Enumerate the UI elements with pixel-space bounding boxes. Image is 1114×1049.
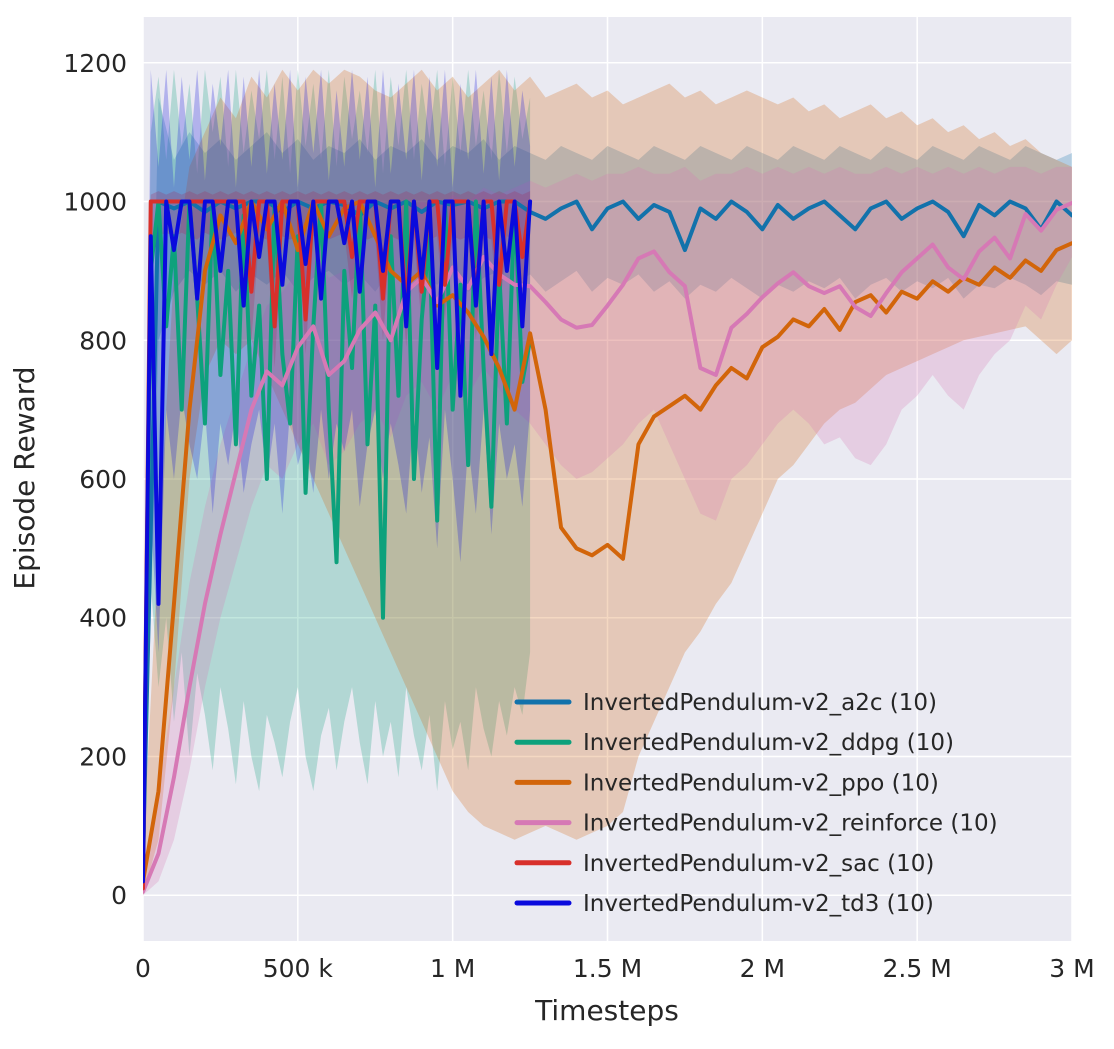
grid-lines <box>142 17 1073 941</box>
x-tick-label: 2 M <box>740 954 785 983</box>
legend-label-InvertedPendulum-v2_a2c (10): InvertedPendulum-v2_a2c (10) <box>583 690 937 716</box>
line-InvertedPendulum-v2_td3 (10) <box>143 199 533 884</box>
legend-label-InvertedPendulum-v2_td3 (10): InvertedPendulum-v2_td3 (10) <box>583 891 934 917</box>
line-InvertedPendulum-v2_reinforce (10) <box>143 200 1072 894</box>
y-tick-label: 1000 <box>63 188 127 217</box>
line-InvertedPendulum-v2_ddpg (10) <box>143 199 533 891</box>
y-tick-label: 1200 <box>63 49 127 78</box>
x-tick-label: 2.5 M <box>883 954 952 983</box>
tick-labels: 0 500 k 1 M 1.5 M 2 M 2.5 M 3 M 0 200 400 600 800 10… <box>63 49 1094 983</box>
y-tick-label: 0 <box>111 881 127 910</box>
legend-label-InvertedPendulum-v2_ppo (10): InvertedPendulum-v2_ppo (10) <box>583 770 939 796</box>
x-tick-label: 1.5 M <box>573 954 642 983</box>
legend-label-InvertedPendulum-v2_reinforce (10): InvertedPendulum-v2_reinforce (10) <box>583 811 998 837</box>
x-axis-label: Timesteps <box>534 994 679 1027</box>
series-lines <box>143 199 1072 894</box>
y-tick-label: 200 <box>79 742 127 771</box>
y-tick-label: 600 <box>79 465 127 494</box>
line-InvertedPendulum-v2_ppo (10) <box>143 199 1072 884</box>
x-tick-label: 500 k <box>263 954 334 983</box>
band-InvertedPendulum-v2_a2c (10) <box>143 97 1072 896</box>
band-InvertedPendulum-v2_ppo (10) <box>143 69 1072 896</box>
x-tick-label: 0 <box>135 954 151 983</box>
legend: InvertedPendulum-v2_a2c (10) InvertedPend… <box>514 690 998 917</box>
legend-label-InvertedPendulum-v2_sac (10): InvertedPendulum-v2_sac (10) <box>583 851 934 877</box>
legend-label-InvertedPendulum-v2_ddpg (10): InvertedPendulum-v2_ddpg (10) <box>583 730 954 756</box>
y-tick-label: 400 <box>79 604 127 633</box>
x-tick-label: 3 M <box>1049 954 1094 983</box>
x-tick-label: 1 M <box>430 954 475 983</box>
y-axis-label: Episode Reward <box>8 366 41 589</box>
y-tick-label: 800 <box>79 326 127 355</box>
